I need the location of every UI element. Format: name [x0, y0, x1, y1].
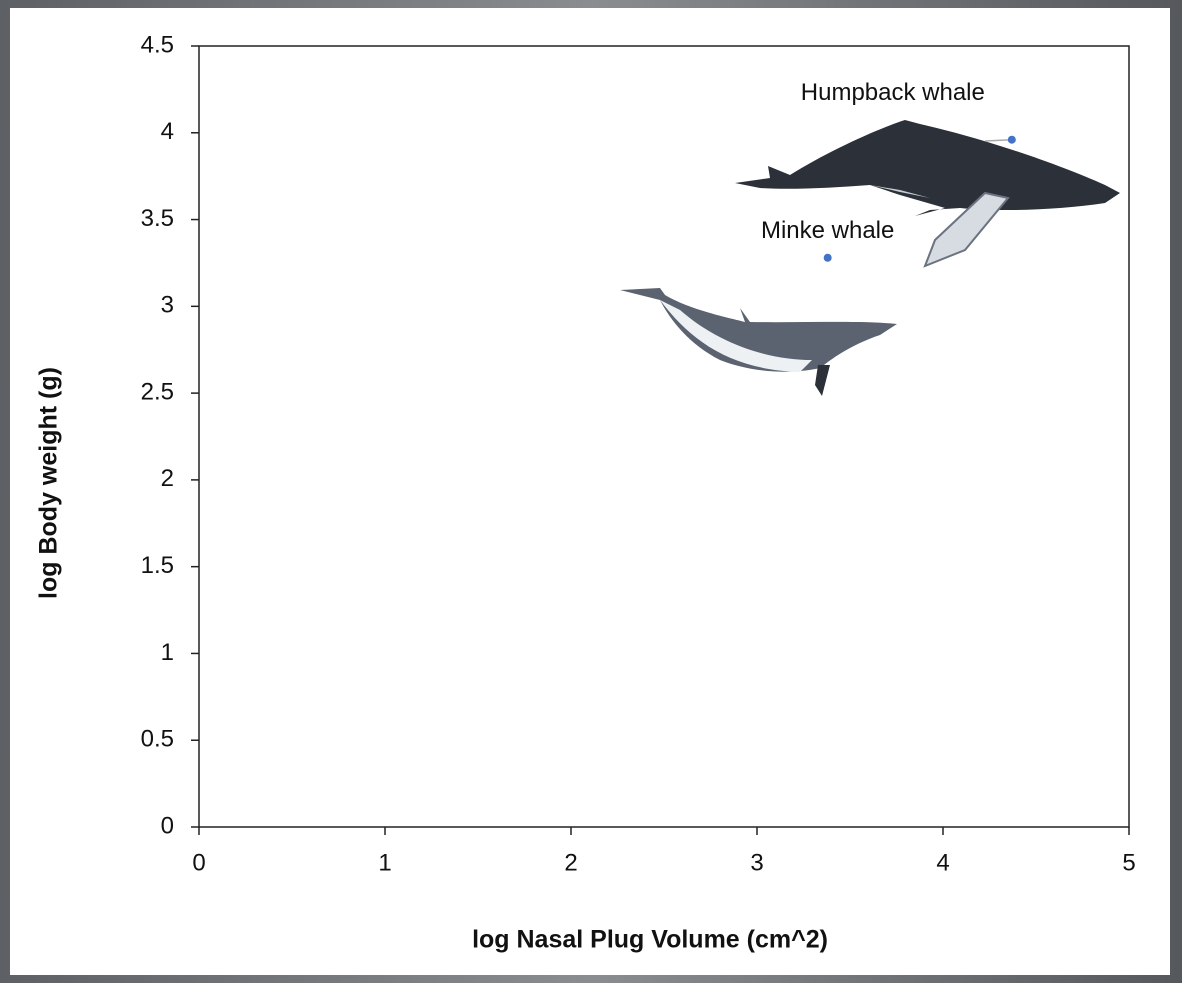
y-tick-label: 0.5	[141, 726, 174, 753]
x-tick-label: 2	[564, 849, 577, 876]
y-tick-label: 4	[161, 118, 174, 145]
y-tick-label: 3.5	[141, 205, 174, 232]
y-axis-title: log Body weight (g)	[35, 367, 63, 599]
x-axis-title: log Nasal Plug Volume (cm^2)	[472, 926, 828, 954]
point	[824, 254, 832, 262]
x-tick-label: 1	[378, 849, 391, 876]
y-tick-label: 1.5	[141, 552, 174, 579]
y-tick-label: 1	[161, 639, 174, 666]
x-tick-label: 0	[192, 849, 205, 876]
point-label: Minke whale	[761, 217, 894, 244]
y-tick-label: 4.5	[141, 31, 174, 58]
point	[1008, 136, 1016, 144]
y-tick-label: 0	[161, 812, 174, 839]
y-tick-label: 2	[161, 465, 174, 492]
page: log Nasal Plug Volume (cm^2) log Body we…	[0, 0, 1182, 983]
chart: log Nasal Plug Volume (cm^2) log Body we…	[0, 0, 1182, 983]
y-tick-label: 3	[161, 292, 174, 319]
x-tick-label: 4	[936, 849, 949, 876]
x-tick-label: 5	[1122, 849, 1135, 876]
point-label: Humpback whale	[801, 79, 985, 106]
y-tick-label: 2.5	[141, 378, 174, 405]
x-tick-label: 3	[750, 849, 763, 876]
